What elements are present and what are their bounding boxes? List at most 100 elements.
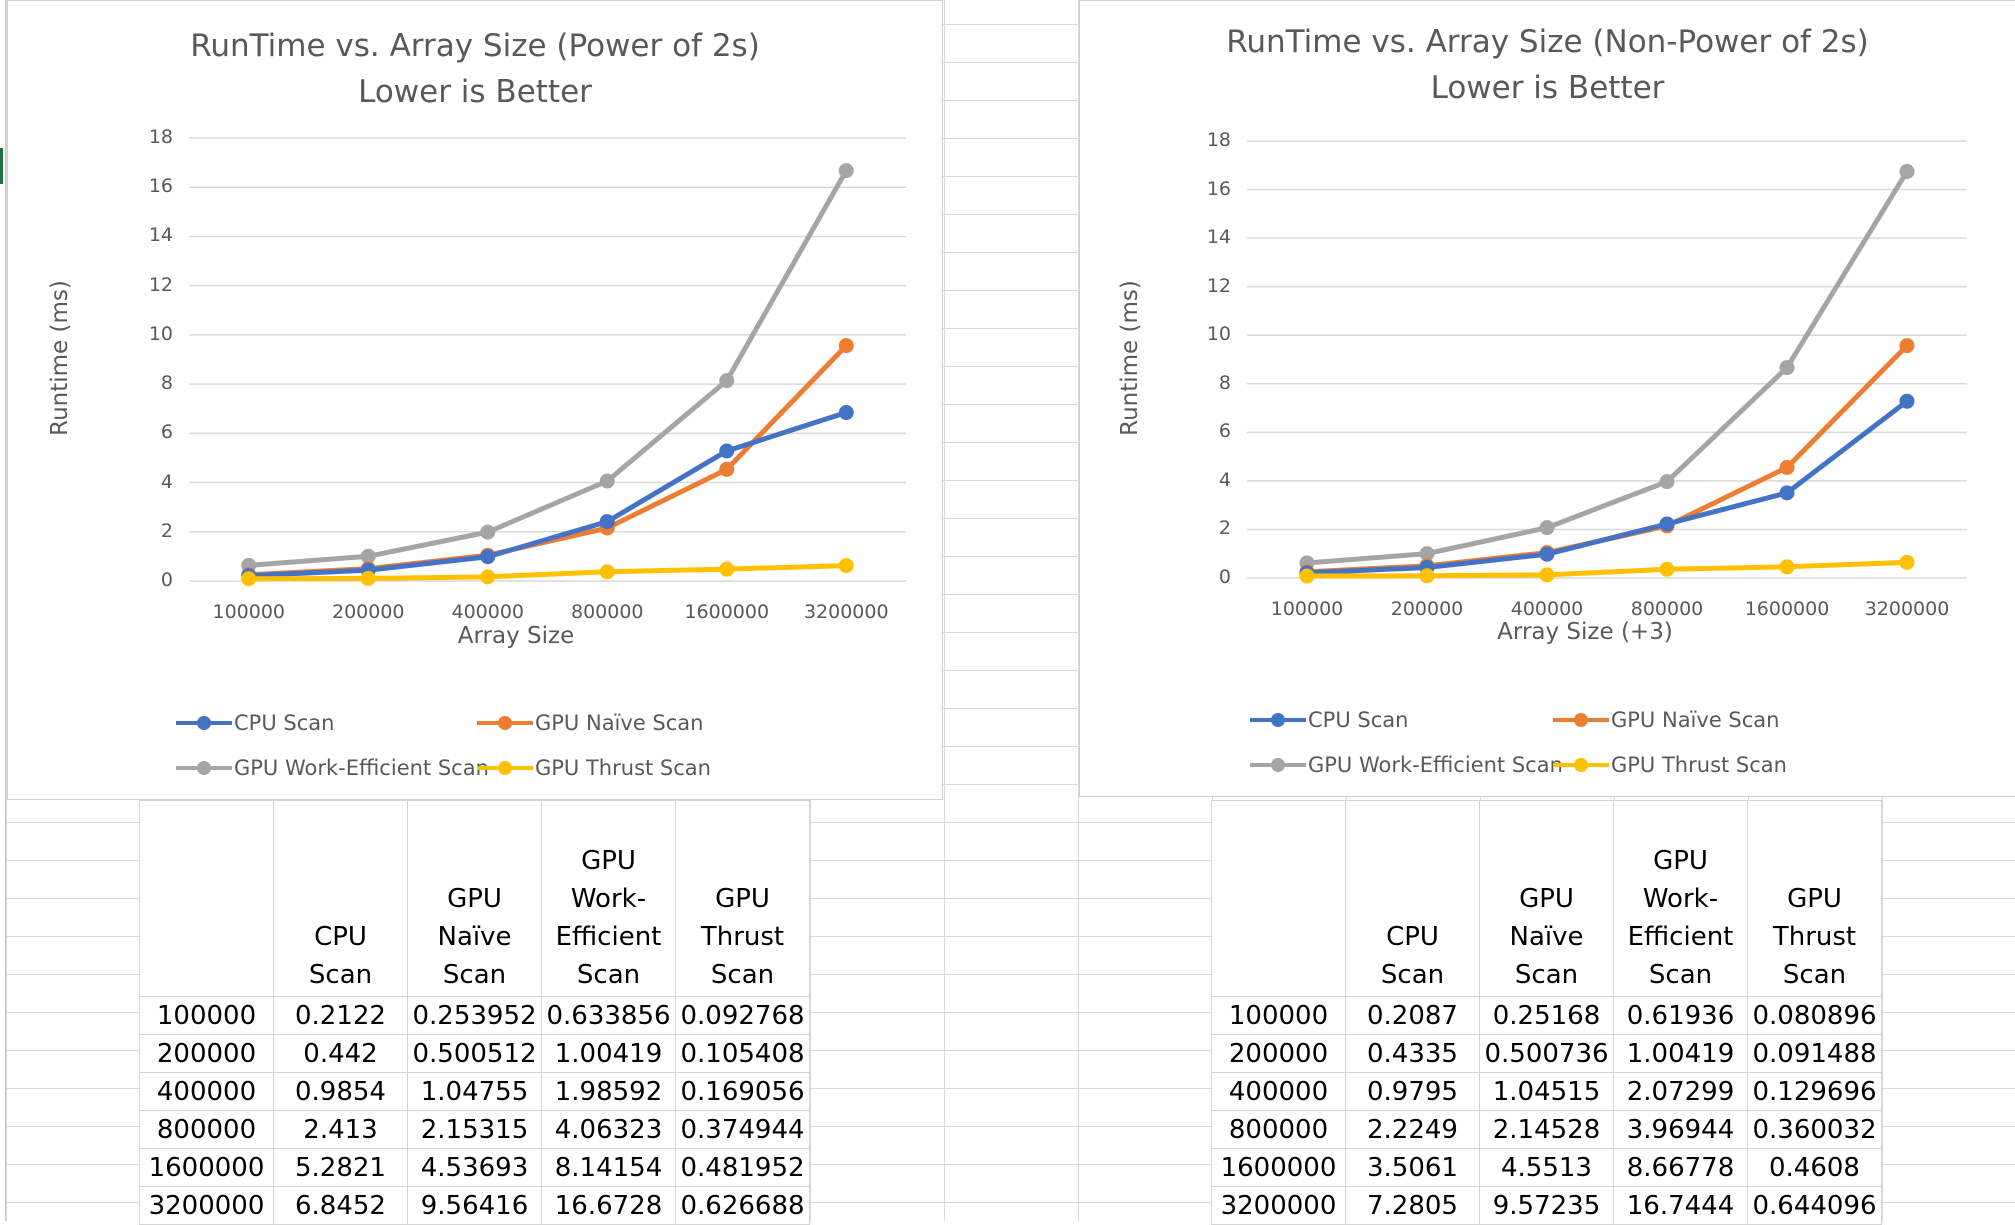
data-point[interactable]: [1659, 516, 1675, 532]
table-cell[interactable]: 0.61936: [1613, 996, 1748, 1035]
header-cell-empty[interactable]: [1211, 800, 1346, 997]
legend-item[interactable]: GPU Naïve Scan: [1553, 708, 1779, 732]
data-point[interactable]: [480, 569, 496, 585]
table-cell[interactable]: 200000: [1211, 1034, 1346, 1073]
header-cell-cpu[interactable]: CPU Scan: [273, 800, 408, 997]
data-point[interactable]: [1779, 460, 1795, 476]
table-cell[interactable]: 7.2805: [1345, 1186, 1480, 1225]
table-cell[interactable]: 800000: [139, 1110, 274, 1149]
series-line[interactable]: [1304, 168, 1910, 566]
series-line[interactable]: [1304, 398, 1910, 576]
header-cell-naive[interactable]: GPU Naïve Scan: [1479, 800, 1614, 997]
legend-item[interactable]: GPU Work-Efficient Scan: [1250, 753, 1563, 777]
table-cell[interactable]: 2.15315: [407, 1110, 542, 1149]
table-cell[interactable]: 400000: [139, 1072, 274, 1111]
data-point[interactable]: [599, 473, 615, 489]
table-cell[interactable]: 4.06323: [541, 1110, 676, 1149]
data-point[interactable]: [360, 548, 376, 564]
series-line[interactable]: [246, 410, 849, 579]
table-cell[interactable]: 1.04515: [1479, 1072, 1614, 1111]
table-cell[interactable]: 0.9795: [1345, 1072, 1480, 1111]
table-cell[interactable]: 0.2122: [273, 996, 408, 1035]
table-cell[interactable]: 0.633856: [541, 996, 676, 1035]
data-point[interactable]: [719, 443, 735, 459]
table-cell[interactable]: 9.56416: [407, 1186, 542, 1225]
table-cell[interactable]: 1600000: [1211, 1148, 1346, 1187]
table-cell[interactable]: 1.00419: [1613, 1034, 1748, 1073]
table-cell[interactable]: 16.6728: [541, 1186, 676, 1225]
data-point[interactable]: [719, 461, 735, 477]
header-cell-thrust[interactable]: GPU Thrust Scan: [1747, 800, 1882, 997]
table-cell[interactable]: 800000: [1211, 1110, 1346, 1149]
data-point[interactable]: [1539, 520, 1555, 536]
legend-item[interactable]: GPU Naïve Scan: [477, 711, 703, 735]
table-cell[interactable]: 0.092768: [675, 996, 810, 1035]
data-point[interactable]: [1899, 338, 1915, 354]
table-cell[interactable]: 8.14154: [541, 1148, 676, 1187]
header-cell-work-efficient[interactable]: GPU Work-Efficient Scan: [541, 800, 676, 997]
data-point[interactable]: [480, 524, 496, 540]
data-point[interactable]: [1299, 568, 1315, 584]
chart-power-of-2[interactable]: RunTime vs. Array Size (Power of 2s) Low…: [7, 0, 943, 800]
data-point[interactable]: [1779, 559, 1795, 575]
legend-item[interactable]: CPU Scan: [1250, 708, 1408, 732]
data-point[interactable]: [599, 564, 615, 580]
table-cell[interactable]: 400000: [1211, 1072, 1346, 1111]
table-cell[interactable]: 4.53693: [407, 1148, 542, 1187]
header-cell-thrust[interactable]: GPU Thrust Scan: [675, 800, 810, 997]
table-cell[interactable]: 0.169056: [675, 1072, 810, 1111]
data-point[interactable]: [1659, 561, 1675, 577]
table-cell[interactable]: 3200000: [139, 1186, 274, 1225]
table-cell[interactable]: 2.14528: [1479, 1110, 1614, 1149]
table-cell[interactable]: 100000: [1211, 996, 1346, 1035]
table-cell[interactable]: 3200000: [1211, 1186, 1346, 1225]
table-cell[interactable]: 200000: [139, 1034, 274, 1073]
table-cell[interactable]: 8.66778: [1613, 1148, 1748, 1187]
table-cell[interactable]: 5.2821: [273, 1148, 408, 1187]
series-line[interactable]: [246, 168, 849, 568]
table-cell[interactable]: 1.98592: [541, 1072, 676, 1111]
table-cell[interactable]: 0.9854: [273, 1072, 408, 1111]
table-cell[interactable]: 1.00419: [541, 1034, 676, 1073]
table-cell[interactable]: 1600000: [139, 1148, 274, 1187]
data-point[interactable]: [241, 571, 257, 587]
data-point[interactable]: [1419, 568, 1435, 584]
table-cell[interactable]: 0.25168: [1479, 996, 1614, 1035]
data-point[interactable]: [1779, 485, 1795, 501]
table-cell[interactable]: 0.374944: [675, 1110, 810, 1149]
data-point[interactable]: [480, 549, 496, 565]
table-cell[interactable]: 0.360032: [1747, 1110, 1882, 1149]
table-cell[interactable]: 0.644096: [1747, 1186, 1882, 1225]
table-cell[interactable]: 2.07299: [1613, 1072, 1748, 1111]
table-cell[interactable]: 0.2087: [1345, 996, 1480, 1035]
data-point[interactable]: [1899, 554, 1915, 570]
table-cell[interactable]: 0.080896: [1747, 996, 1882, 1035]
table-cell[interactable]: 0.091488: [1747, 1034, 1882, 1073]
header-cell-empty[interactable]: [139, 800, 274, 997]
data-point[interactable]: [838, 558, 854, 574]
legend-item[interactable]: GPU Work-Efficient Scan: [176, 756, 489, 780]
legend-item[interactable]: GPU Thrust Scan: [1553, 753, 1787, 777]
data-point[interactable]: [599, 514, 615, 530]
data-point[interactable]: [1539, 546, 1555, 562]
header-cell-naive[interactable]: GPU Naïve Scan: [407, 800, 542, 997]
series-line[interactable]: [246, 563, 849, 582]
data-point[interactable]: [1539, 567, 1555, 583]
legend-item[interactable]: CPU Scan: [176, 711, 334, 735]
data-point[interactable]: [719, 373, 735, 389]
table-cell[interactable]: 6.8452: [273, 1186, 408, 1225]
table-cell[interactable]: 0.500512: [407, 1034, 542, 1073]
data-point[interactable]: [838, 338, 854, 354]
table-cell[interactable]: 0.626688: [675, 1186, 810, 1225]
data-point[interactable]: [360, 570, 376, 586]
data-point[interactable]: [1899, 393, 1915, 409]
header-cell-cpu[interactable]: CPU Scan: [1345, 800, 1480, 997]
table-cell[interactable]: 0.442: [273, 1034, 408, 1073]
table-cell[interactable]: 0.4335: [1345, 1034, 1480, 1073]
table-cell[interactable]: 0.129696: [1747, 1072, 1882, 1111]
data-point[interactable]: [1779, 360, 1795, 376]
table-cell[interactable]: 2.413: [273, 1110, 408, 1149]
table-cell[interactable]: 0.4608: [1747, 1148, 1882, 1187]
table-cell[interactable]: 3.96944: [1613, 1110, 1748, 1149]
data-point[interactable]: [1899, 163, 1915, 179]
